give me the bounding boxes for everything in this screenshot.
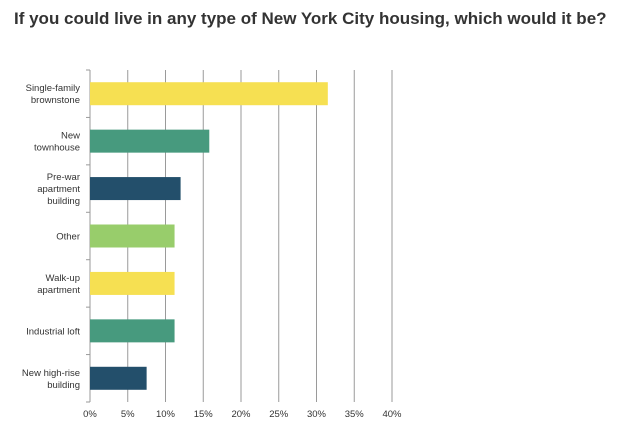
- category-label: New: [61, 131, 80, 142]
- category-label: brownstone: [31, 95, 80, 106]
- category-label: apartment: [37, 285, 80, 296]
- bar: [90, 224, 175, 248]
- bar: [90, 177, 181, 201]
- bar: [90, 82, 328, 106]
- category-label: Walk-up: [46, 273, 81, 284]
- category-label: building: [47, 380, 80, 391]
- category-label: Industrial loft: [26, 326, 80, 337]
- chart-title: If you could live in any type of New Yor…: [14, 9, 607, 28]
- category-label: Other: [56, 232, 80, 243]
- x-tick-label: 0%: [83, 409, 97, 420]
- category-label: apartment: [37, 184, 80, 195]
- x-tick-label: 25%: [269, 409, 289, 420]
- category-label: Pre-war: [47, 172, 80, 183]
- category-label: New high-rise: [22, 368, 80, 379]
- x-tick-label: 5%: [121, 409, 135, 420]
- x-tick-label: 15%: [194, 409, 214, 420]
- x-tick-label: 10%: [156, 409, 176, 420]
- category-label: townhouse: [34, 143, 80, 154]
- bar: [90, 271, 175, 295]
- x-tick-label: 20%: [231, 409, 251, 420]
- x-tick-label: 30%: [307, 409, 327, 420]
- x-tick-label: 40%: [382, 409, 402, 420]
- x-tick-labels: 0% 5% 10% 15% 20% 25% 30% 35% 40%: [83, 409, 402, 420]
- x-tick-label: 35%: [345, 409, 365, 420]
- bars: [90, 82, 328, 390]
- category-label: building: [47, 196, 80, 207]
- bar: [90, 319, 175, 343]
- bar: [90, 129, 210, 153]
- bar: [90, 366, 147, 390]
- category-label: Single-family: [26, 83, 81, 94]
